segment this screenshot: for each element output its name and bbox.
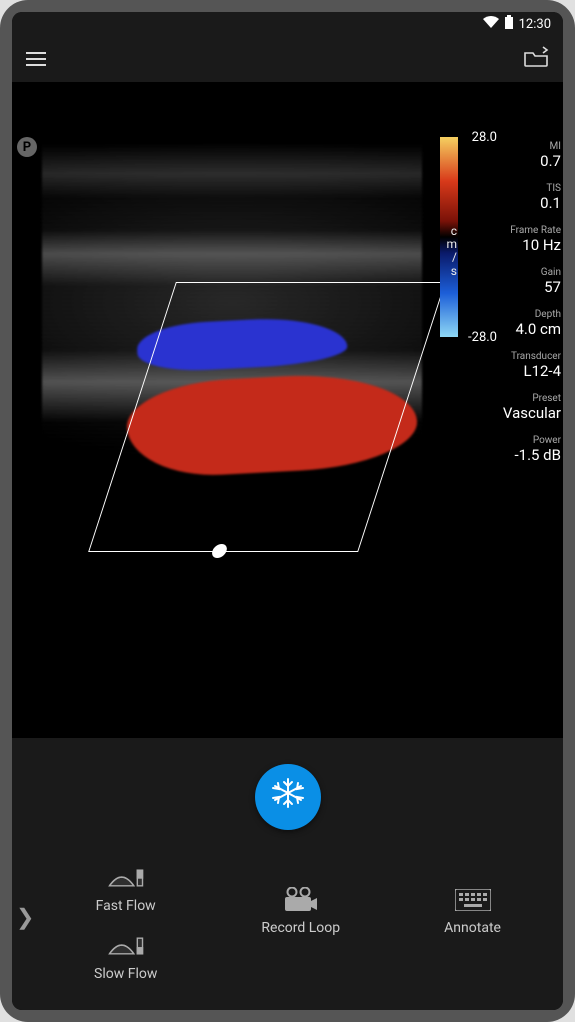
record-loop-label: Record Loop bbox=[261, 920, 340, 936]
annotate-label: Annotate bbox=[444, 920, 501, 936]
open-folder-icon[interactable] bbox=[523, 46, 549, 72]
expand-chevron-icon[interactable]: ❯ bbox=[16, 906, 34, 931]
param-power: Power -1.5 dB bbox=[483, 436, 563, 464]
record-loop-button[interactable]: Record Loop bbox=[261, 886, 340, 936]
param-gain: Gain 57 bbox=[483, 268, 563, 296]
param-preset: Preset Vascular bbox=[483, 394, 563, 422]
keyboard-icon bbox=[453, 886, 493, 914]
slow-flow-icon bbox=[106, 932, 146, 960]
scale-unit: c m / s bbox=[446, 225, 457, 278]
status-clock: 12:30 bbox=[519, 17, 551, 32]
param-frame-rate: Frame Rate 10 Hz bbox=[483, 226, 563, 254]
slow-flow-button[interactable]: Slow Flow bbox=[94, 932, 157, 982]
fast-flow-icon bbox=[106, 864, 146, 892]
param-tis: TIS 0.1 bbox=[483, 184, 563, 212]
probe-indicator: P bbox=[17, 137, 37, 157]
tablet-frame: 12:30 P bbox=[0, 0, 575, 1022]
annotate-button[interactable]: Annotate bbox=[444, 886, 501, 936]
param-transducer: Transducer L12-4 bbox=[483, 352, 563, 380]
param-mi: MI 0.7 bbox=[483, 142, 563, 170]
bottom-controls: ❯ Fast Flow bbox=[12, 738, 563, 1010]
slow-flow-label: Slow Flow bbox=[94, 966, 157, 982]
fast-flow-button[interactable]: Fast Flow bbox=[96, 864, 156, 914]
snowflake-icon bbox=[272, 777, 304, 817]
roi-handle[interactable] bbox=[210, 544, 229, 558]
menu-icon[interactable] bbox=[26, 52, 46, 66]
param-depth: Depth 4.0 cm bbox=[483, 310, 563, 338]
freeze-button[interactable] bbox=[255, 764, 321, 830]
screen: 12:30 P bbox=[12, 12, 563, 1010]
ultrasound-image[interactable] bbox=[42, 142, 422, 542]
app-bar bbox=[12, 36, 563, 82]
wifi-icon bbox=[483, 16, 499, 32]
fast-flow-label: Fast Flow bbox=[96, 898, 156, 914]
scan-parameters: MI 0.7 TIS 0.1 Frame Rate 10 Hz Gain 57 … bbox=[483, 142, 563, 478]
imaging-panel: P 28.0 c m / s -2 bbox=[12, 82, 563, 738]
camera-icon bbox=[281, 886, 321, 914]
status-bar: 12:30 bbox=[12, 12, 563, 36]
battery-icon bbox=[505, 15, 513, 33]
